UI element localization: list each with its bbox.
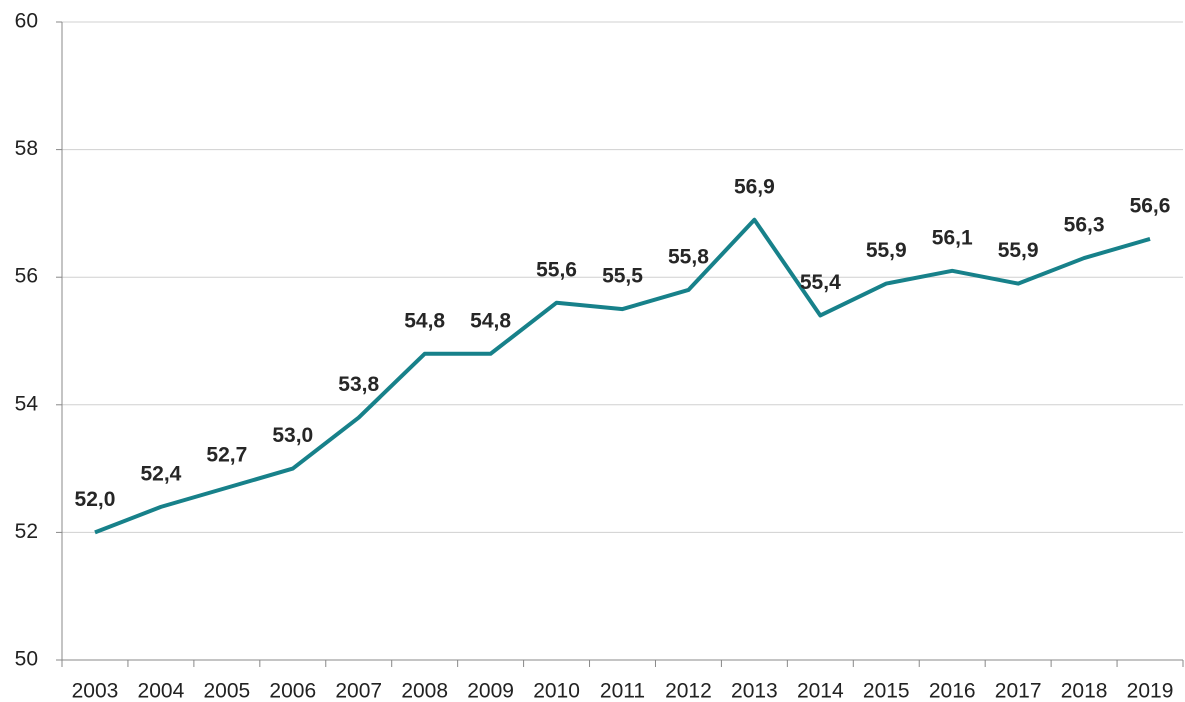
x-tick-label: 2009: [467, 680, 514, 702]
data-label: 53,8: [338, 373, 379, 396]
y-tick-label: 54: [15, 392, 39, 415]
data-label: 55,9: [866, 239, 907, 262]
y-tick-label: 56: [15, 265, 38, 288]
data-label: 52,0: [75, 488, 116, 511]
y-tick-label: 52: [15, 520, 38, 543]
data-label: 56,9: [734, 175, 775, 198]
data-label: 52,4: [140, 462, 181, 485]
x-tick-label: 2012: [665, 680, 712, 702]
data-label: 55,6: [536, 258, 577, 281]
data-label: 53,0: [272, 424, 313, 447]
line: [94, 217, 1151, 535]
x-tick-label: 2007: [335, 680, 382, 702]
x-tick-label: 2011: [600, 680, 645, 702]
x-tick-label: 2004: [138, 680, 185, 702]
x-tick-label: 2005: [203, 680, 250, 702]
data-label: 56,3: [1064, 214, 1105, 237]
y-tick-label: 58: [15, 137, 38, 160]
x-tick-label: 2013: [731, 680, 778, 702]
x-tick-label: 2014: [797, 680, 844, 702]
x-tick-label: 2018: [1061, 680, 1108, 702]
y-tick-label: 60: [15, 10, 38, 33]
x-tick-label: 2015: [863, 680, 910, 702]
data-label: 54,8: [470, 309, 511, 332]
x-tick-label: 2006: [269, 680, 316, 702]
x-tick-label: 2010: [533, 680, 580, 702]
data-label: 54,8: [404, 309, 445, 332]
data-label: 55,4: [800, 271, 841, 294]
y-tick-label: 50: [15, 648, 38, 671]
data-label: 56,6: [1130, 194, 1171, 217]
data-label: 55,5: [602, 265, 643, 288]
x-tick-label: 2008: [401, 680, 448, 702]
x-tick-label: 2016: [929, 680, 976, 702]
x-tick-label: 2003: [72, 680, 119, 702]
x-tick-label: 2019: [1127, 680, 1174, 702]
data-label: 52,7: [206, 443, 247, 466]
data-label: 55,8: [668, 246, 709, 269]
data-label: 55,9: [998, 239, 1039, 262]
x-tick-label: 2017: [995, 680, 1042, 702]
data-label: 56,1: [932, 226, 973, 249]
